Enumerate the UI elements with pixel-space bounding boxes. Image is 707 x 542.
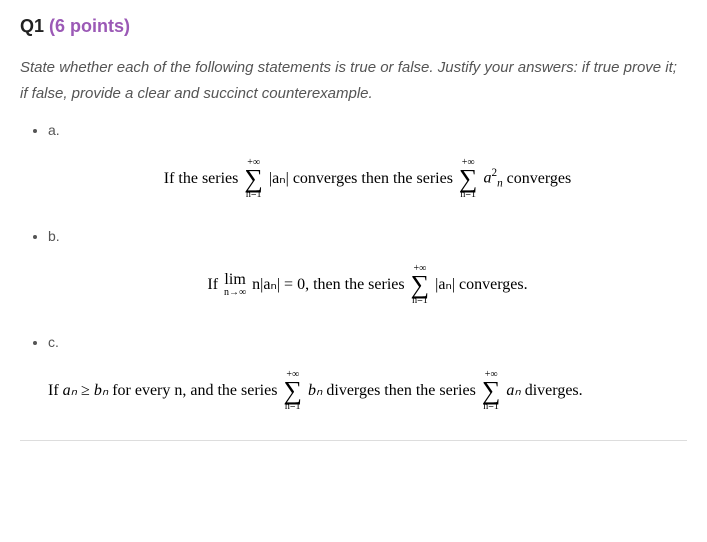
section-divider [20,440,687,441]
inequality: aₙ ≥ bₙ [63,381,109,400]
sigma-icon: ∑ [459,168,478,190]
question-points: (6 points) [49,16,130,36]
sigma-icon: ∑ [244,168,263,190]
part-label: a. [48,122,687,138]
math-text: converges then the series [293,169,453,188]
part-b: b. If lim n→∞ n|aₙ| = 0, then the series… [48,228,687,306]
sum-body: bₙ [308,381,322,400]
limit-icon: lim n→∞ [224,272,246,298]
math-text: If the series [164,169,239,188]
sum-lower-limit: n=1 [460,190,476,200]
math-text: converges [507,169,572,188]
sum-body: |aₙ| [435,275,455,294]
sum-body: |aₙ| [269,169,289,188]
sum-body: a2n [483,167,502,191]
question-header: Q1 (6 points) [20,16,687,37]
instructions-text: State whether each of the following stat… [20,55,687,106]
math-statement-a: If the series +∞ ∑ n=1 |aₙ| converges th… [48,158,687,200]
summation-icon: +∞ ∑ n=1 [482,370,501,412]
sum-lower-limit: n=1 [483,402,499,412]
math-text: diverges then the series [326,381,475,400]
math-statement-c: If aₙ ≥ bₙ for every n, and the series +… [48,370,687,412]
summation-icon: +∞ ∑ n=1 [244,158,263,200]
sigma-icon: ∑ [411,274,430,296]
math-text: If [48,381,59,400]
question-number: Q1 [20,16,44,36]
math-text: diverges. [525,381,583,400]
sum-lower-limit: n=1 [285,402,301,412]
part-label: c. [48,334,687,350]
summation-icon: +∞ ∑ n=1 [411,264,430,306]
math-text: If [207,275,218,294]
math-statement-b: If lim n→∞ n|aₙ| = 0, then the series +∞… [48,264,687,306]
lim-expr: n|aₙ| = 0, [252,275,309,294]
part-a: a. If the series +∞ ∑ n=1 |aₙ| converges… [48,122,687,200]
sum-lower-limit: n=1 [412,296,428,306]
part-label: b. [48,228,687,244]
math-text: for every n, and the series [112,381,277,400]
sigma-icon: ∑ [283,380,302,402]
parts-list: a. If the series +∞ ∑ n=1 |aₙ| converges… [20,122,687,412]
summation-icon: +∞ ∑ n=1 [459,158,478,200]
math-sub: n [497,178,503,190]
lim-sub: n→∞ [224,288,246,298]
sigma-icon: ∑ [482,380,501,402]
sum-body: aₙ [506,381,520,400]
math-text: then the series [313,275,405,294]
lim-label: lim [224,272,245,288]
math-text: converges. [459,275,528,294]
sum-lower-limit: n=1 [246,190,262,200]
part-c: c. If aₙ ≥ bₙ for every n, and the serie… [48,334,687,412]
summation-icon: +∞ ∑ n=1 [283,370,302,412]
